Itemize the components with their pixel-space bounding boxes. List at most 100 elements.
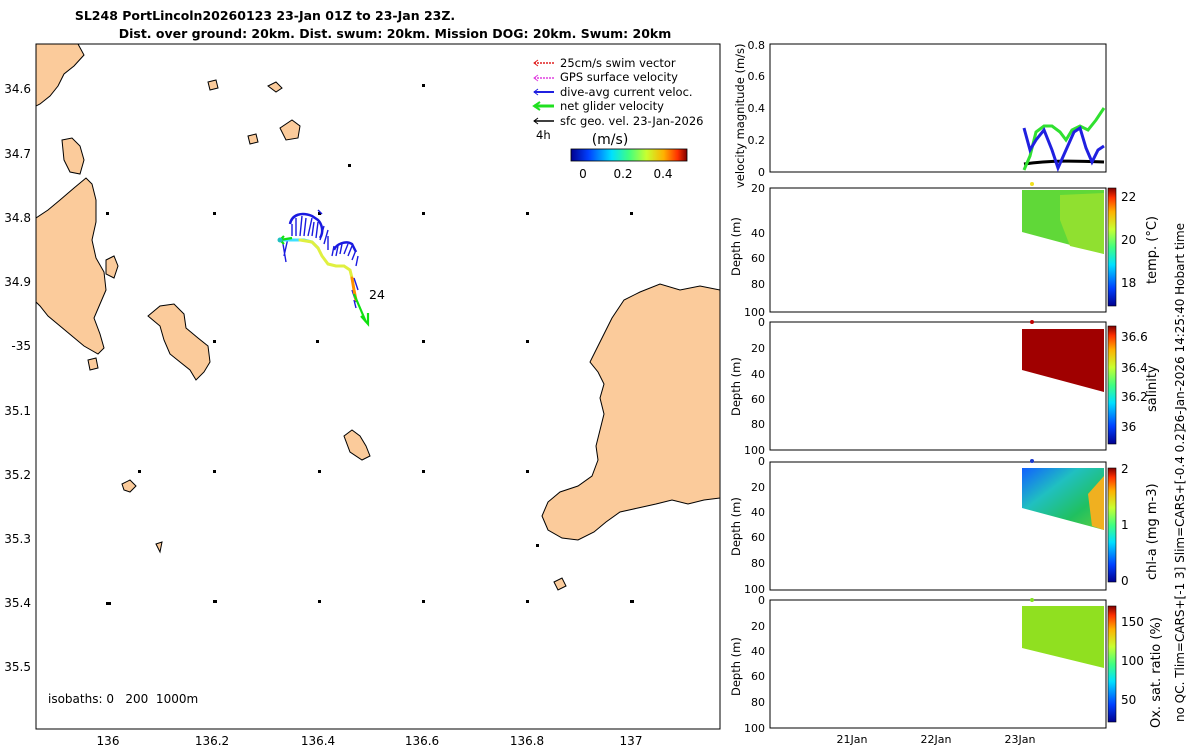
legend-item-sfc-geo-velocity: sfc geo. vel. 23-Jan-2026 — [533, 114, 704, 128]
lon-tick: 136.2 — [195, 734, 229, 748]
svg-text:40: 40 — [751, 506, 765, 519]
island-west-2 — [147, 303, 211, 381]
track-start-marker — [277, 237, 283, 243]
rotated-var-labels: temp. (°C) salinity chl-a (mg m-3) Ox. s… — [1145, 216, 1164, 728]
island-west-3 — [105, 255, 119, 279]
svg-text:80: 80 — [751, 278, 765, 291]
land-west-peninsula — [36, 44, 85, 107]
isobaths-label: isobaths: 0 200 1000m — [48, 692, 198, 706]
svg-text:22: 22 — [1121, 190, 1136, 204]
salinity-label: salinity — [1145, 365, 1160, 412]
map-panel[interactable]: 24 136 136.2 136.4 136.6 136.8 137 34.6 … — [4, 43, 721, 748]
island-sm-f — [247, 133, 259, 145]
lat-tick: 35.4 — [4, 596, 31, 610]
svg-text:36.2: 36.2 — [1121, 390, 1148, 404]
island-sm-e — [207, 79, 219, 91]
velocity-line-current — [1022, 125, 1105, 173]
land-masses — [36, 44, 720, 591]
lon-tick: 137 — [620, 734, 643, 748]
svg-text:0: 0 — [758, 316, 765, 329]
velocity-line-geo — [1023, 159, 1105, 166]
svg-text:0.4: 0.4 — [748, 102, 766, 115]
colorbar-tick: 0.4 — [653, 167, 672, 181]
svg-text:36.6: 36.6 — [1121, 330, 1148, 344]
svg-text:100: 100 — [744, 583, 765, 596]
lat-tick: 34.9 — [4, 275, 31, 289]
hour-label: 4h — [536, 128, 551, 142]
side-note-time: 26-Jan-2026 14:25:40 Hobart time — [1173, 223, 1187, 430]
track-end-label: 24 — [369, 287, 385, 302]
svg-text:0: 0 — [758, 594, 765, 607]
lon-tick: 136.6 — [405, 734, 439, 748]
svg-text:sfc geo. vel. 23-Jan-2026: sfc geo. vel. 23-Jan-2026 — [560, 114, 704, 128]
oxygen-section-data — [1022, 606, 1104, 668]
side-note-qc: no QC. Tlim=CARS+[-1 3] Slim=CARS+[-0.4 … — [1173, 429, 1187, 722]
svg-text:40: 40 — [751, 645, 765, 658]
depth-ylabel-oxygen: Depth (m) — [729, 637, 743, 696]
depth-ylabel-chla: Depth (m) — [729, 497, 743, 556]
legend-item-gps-velocity: GPS surface velocity — [533, 70, 678, 84]
time-ticks: 21Jan 22Jan 23Jan — [837, 733, 1036, 746]
oxygen-panel[interactable] — [769, 598, 1107, 729]
depth-ylabel-temp: Depth (m) — [729, 217, 743, 276]
velocity-panel[interactable]: 0 0.2 0.4 0.6 0.8 — [748, 39, 1107, 179]
svg-text:60: 60 — [751, 252, 765, 265]
lat-tick: 34.6 — [4, 82, 31, 96]
chla-section-data — [1022, 468, 1104, 530]
section-colorbars: 22 20 18 36.6 36.4 36.2 36 2 1 0 150 100… — [1107, 187, 1148, 723]
svg-text:2: 2 — [1121, 462, 1129, 476]
svg-text:0.2: 0.2 — [748, 134, 766, 147]
svg-text:0: 0 — [758, 455, 765, 468]
lat-tick: 35.5 — [4, 660, 31, 674]
speed-colorbar: (m/s) 0 0.2 0.4 — [570, 132, 688, 181]
land-east — [541, 283, 720, 541]
legend-item-dive-avg-current: dive-avg current veloc. — [533, 85, 693, 99]
plot-title-line1: SL248 PortLincoln20260123 23-Jan 01Z to … — [74, 8, 456, 23]
island-sm-c — [121, 479, 137, 493]
svg-text:0.6: 0.6 — [748, 70, 766, 83]
lat-tick: 35.2 — [4, 468, 31, 482]
svg-text:0: 0 — [1121, 574, 1129, 588]
island-west-4 — [87, 357, 99, 371]
svg-text:23Jan: 23Jan — [1005, 733, 1036, 746]
chla-label: chl-a (mg m-3) — [1145, 483, 1160, 580]
colorbar-title: (m/s) — [592, 132, 629, 148]
svg-text:60: 60 — [751, 531, 765, 544]
svg-text:21Jan: 21Jan — [837, 733, 868, 746]
legend-item-swim-vector: 25cm/s swim vector — [533, 56, 676, 70]
chla-panel[interactable] — [769, 459, 1107, 591]
island-sm-a — [279, 119, 301, 141]
island-west-1 — [61, 137, 85, 175]
depth-ylabel-salinity: Depth (m) — [729, 357, 743, 416]
salinity-panel[interactable] — [769, 320, 1107, 451]
svg-text:100: 100 — [744, 722, 765, 735]
svg-text:36.4: 36.4 — [1121, 361, 1148, 375]
svg-text:40: 40 — [751, 227, 765, 240]
velocity-line-net — [1022, 107, 1106, 171]
svg-text:25cm/s swim vector: 25cm/s swim vector — [560, 56, 676, 70]
lat-tick: -35 — [11, 339, 31, 353]
map-lon-ticks: 136 136.2 136.4 136.6 136.8 137 — [97, 734, 643, 748]
island-sm-d — [267, 81, 283, 93]
svg-text:18: 18 — [1121, 276, 1136, 290]
isobath-markers — [106, 84, 634, 605]
lat-tick: 35.1 — [4, 404, 31, 418]
lon-tick: 136.8 — [510, 734, 544, 748]
svg-text:20: 20 — [751, 481, 765, 494]
svg-text:0.8: 0.8 — [748, 39, 766, 52]
island-sm-h — [553, 577, 567, 591]
legend-item-net-glider-velocity: net glider velocity — [532, 99, 664, 113]
lon-tick: 136 — [97, 734, 120, 748]
side-notes: 26-Jan-2026 14:25:40 Hobart time no QC. … — [1173, 223, 1187, 722]
lat-tick: 34.7 — [4, 147, 31, 161]
svg-text:20: 20 — [751, 342, 765, 355]
map-legend: 25cm/s swim vector GPS surface velocity … — [532, 56, 704, 142]
svg-text:20: 20 — [751, 620, 765, 633]
svg-text:dive-avg current veloc.: dive-avg current veloc. — [560, 85, 693, 99]
svg-text:150: 150 — [1121, 615, 1144, 629]
temp-panel[interactable] — [769, 182, 1107, 313]
island-sm-b — [343, 429, 371, 461]
svg-text:60: 60 — [751, 670, 765, 683]
svg-text:20: 20 — [751, 182, 765, 195]
